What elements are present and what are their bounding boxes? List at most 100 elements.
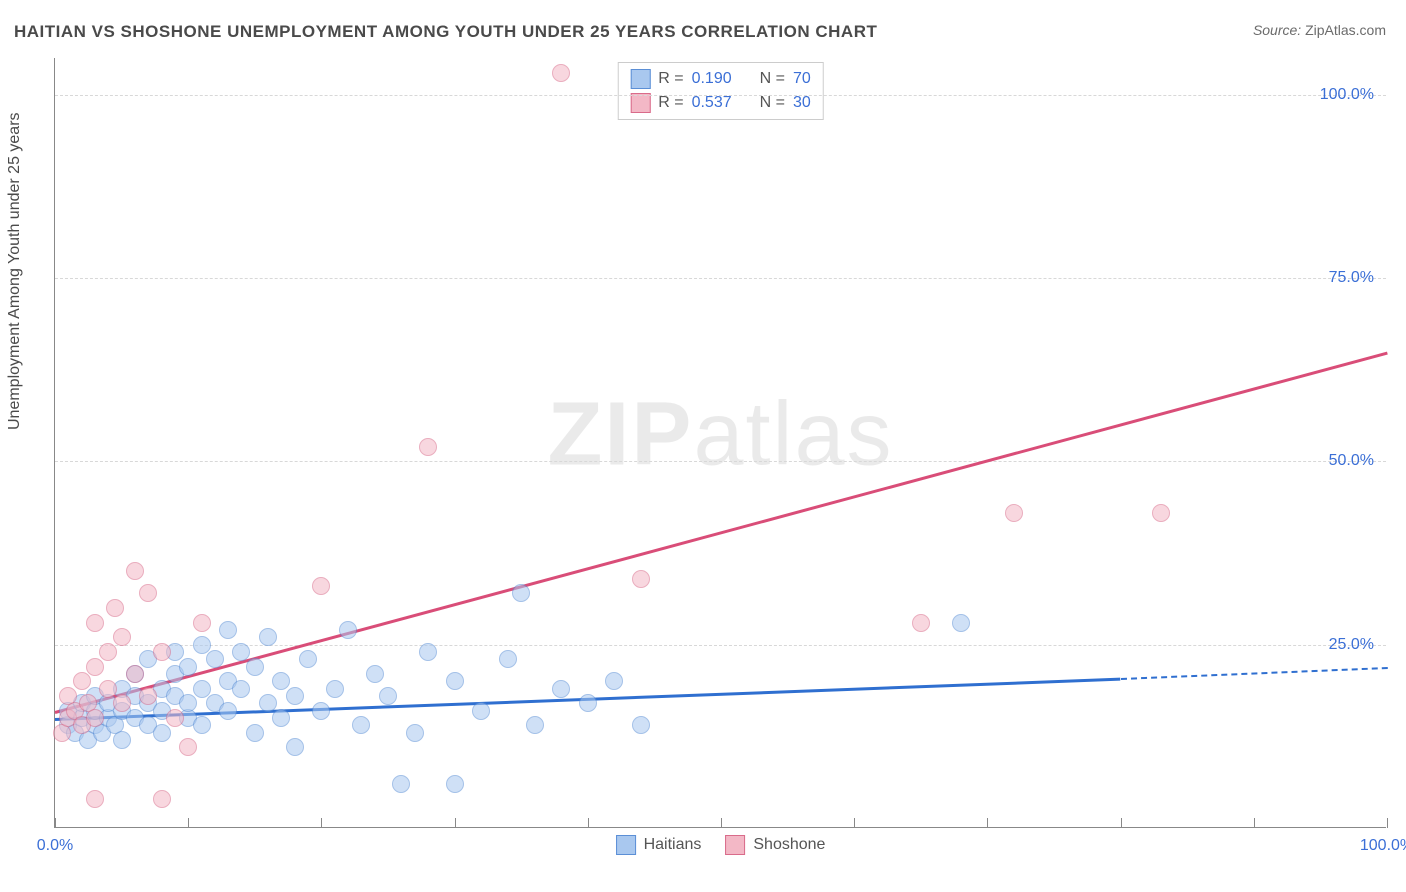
data-point [419, 643, 437, 661]
y-tick-label: 25.0% [1329, 636, 1374, 654]
gridline [55, 461, 1386, 462]
x-tick-mark [854, 818, 855, 828]
legend-series: HaitiansShoshone [616, 835, 826, 855]
data-point [272, 672, 290, 690]
data-point [179, 694, 197, 712]
legend-stats: R =0.190N =70R =0.537N =30 [617, 62, 824, 120]
data-point [526, 716, 544, 734]
x-tick-mark [987, 818, 988, 828]
data-point [106, 599, 124, 617]
data-point [379, 687, 397, 705]
data-point [86, 614, 104, 632]
legend-series-label: Haitians [644, 836, 702, 854]
data-point [366, 665, 384, 683]
data-point [246, 658, 264, 676]
data-point [446, 672, 464, 690]
y-tick-label: 50.0% [1329, 452, 1374, 470]
legend-series-item: Haitians [616, 835, 702, 855]
chart-title: HAITIAN VS SHOSHONE UNEMPLOYMENT AMONG Y… [14, 22, 877, 42]
data-point [153, 790, 171, 808]
data-point [193, 680, 211, 698]
data-point [126, 562, 144, 580]
data-point [193, 716, 211, 734]
x-tick-mark [55, 818, 56, 828]
data-point [232, 680, 250, 698]
x-tick-mark [1387, 818, 1388, 828]
legend-swatch [630, 69, 650, 89]
data-point [179, 738, 197, 756]
y-tick-label: 75.0% [1329, 269, 1374, 287]
x-tick-mark [188, 818, 189, 828]
gridline [55, 278, 1386, 279]
data-point [472, 702, 490, 720]
data-point [219, 621, 237, 639]
source-value: ZipAtlas.com [1305, 22, 1386, 38]
x-tick-mark [455, 818, 456, 828]
data-point [299, 650, 317, 668]
data-point [312, 702, 330, 720]
x-tick-mark [1254, 818, 1255, 828]
legend-r-label: R = [658, 70, 683, 88]
y-tick-label: 100.0% [1320, 86, 1374, 104]
data-point [446, 775, 464, 793]
x-tick-mark [588, 818, 589, 828]
legend-swatch [630, 93, 650, 113]
data-point [286, 738, 304, 756]
data-point [86, 790, 104, 808]
legend-n-label: N = [760, 70, 785, 88]
gridline [55, 95, 1386, 96]
legend-r-label: R = [658, 94, 683, 112]
data-point [632, 716, 650, 734]
data-point [126, 665, 144, 683]
data-point [206, 650, 224, 668]
plot-area: ZIPatlas R =0.190N =70R =0.537N =30 Hait… [54, 58, 1386, 828]
data-point [406, 724, 424, 742]
data-point [86, 658, 104, 676]
watermark-light: atlas [693, 384, 893, 484]
data-point [246, 724, 264, 742]
data-point [139, 584, 157, 602]
data-point [272, 709, 290, 727]
source-label: Source: [1253, 22, 1305, 38]
data-point [512, 584, 530, 602]
data-point [113, 731, 131, 749]
watermark-bold: ZIP [547, 384, 693, 484]
legend-swatch [725, 835, 745, 855]
data-point [1152, 504, 1170, 522]
data-point [259, 628, 277, 646]
y-axis-label: Unemployment Among Youth under 25 years [6, 112, 24, 430]
data-point [952, 614, 970, 632]
data-point [153, 724, 171, 742]
data-point [632, 570, 650, 588]
data-point [605, 672, 623, 690]
data-point [326, 680, 344, 698]
x-tick-mark [321, 818, 322, 828]
data-point [392, 775, 410, 793]
data-point [99, 680, 117, 698]
watermark: ZIPatlas [547, 383, 893, 486]
gridline [55, 645, 1386, 646]
source-credit: Source: ZipAtlas.com [1253, 22, 1386, 38]
x-tick-mark [1121, 818, 1122, 828]
data-point [113, 694, 131, 712]
legend-stats-row: R =0.190N =70 [630, 67, 811, 91]
data-point [193, 636, 211, 654]
data-point [232, 643, 250, 661]
data-point [153, 643, 171, 661]
data-point [912, 614, 930, 632]
x-tick-label: 100.0% [1360, 837, 1406, 855]
data-point [552, 680, 570, 698]
data-point [352, 716, 370, 734]
x-tick-label: 0.0% [37, 837, 73, 855]
data-point [286, 687, 304, 705]
chart-container: HAITIAN VS SHOSHONE UNEMPLOYMENT AMONG Y… [0, 0, 1406, 892]
legend-n-value: 30 [793, 94, 811, 112]
x-tick-mark [721, 818, 722, 828]
legend-r-value: 0.190 [692, 70, 732, 88]
data-point [73, 672, 91, 690]
data-point [579, 694, 597, 712]
data-point [499, 650, 517, 668]
data-point [259, 694, 277, 712]
data-point [552, 64, 570, 82]
data-point [179, 658, 197, 676]
